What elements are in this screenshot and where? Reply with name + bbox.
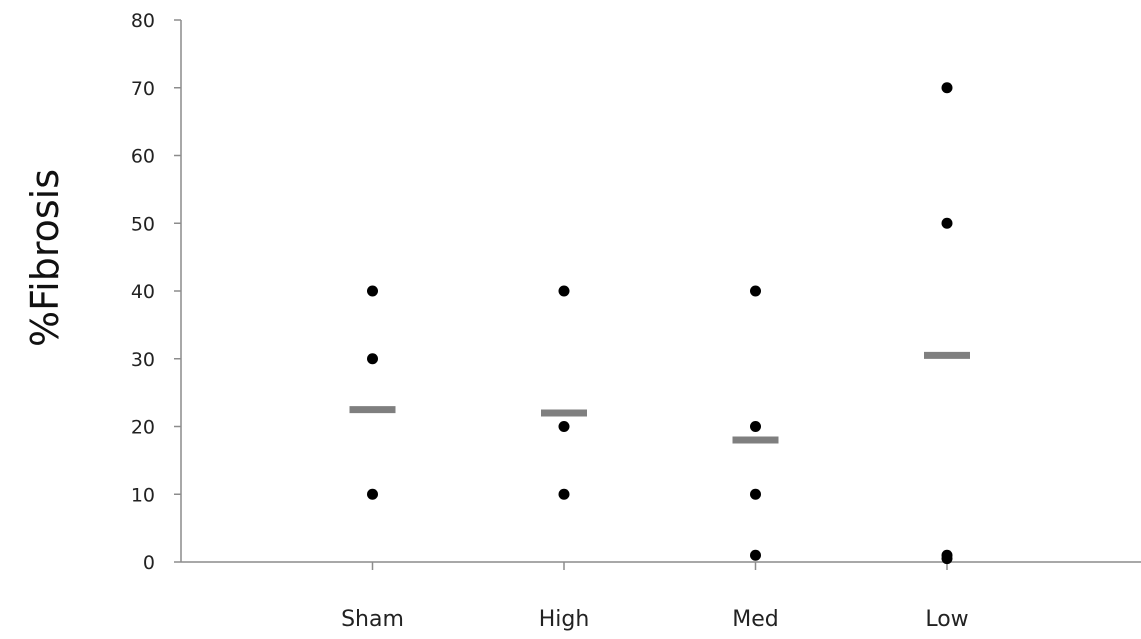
data-point-sham (367, 353, 378, 365)
x-ticks: Sham High Med Low (341, 562, 969, 632)
x-tick-label: Med (732, 607, 778, 632)
mean-markers (349, 351, 970, 444)
y-tick-label: 10 (131, 484, 155, 506)
y-tick-label: 20 (131, 417, 155, 439)
y-tick-label: 80 (131, 10, 155, 32)
y-axis-label: %Fibrosis (23, 169, 67, 347)
data-point-sham (367, 285, 378, 297)
y-tick-label: 70 (131, 78, 155, 100)
data-point-sham (367, 488, 378, 500)
data-point-med (750, 549, 761, 561)
y-tick-label: 40 (131, 281, 155, 303)
data-points (367, 82, 953, 565)
y-ticks: 0 10 20 30 40 50 60 70 80 (131, 10, 181, 574)
y-tick-label: 60 (131, 146, 155, 168)
x-tick-label: Sham (341, 607, 404, 632)
y-tick-label: 50 (131, 213, 155, 235)
data-point-med (750, 488, 761, 500)
x-tick-label: High (539, 607, 590, 632)
x-tick-label: Low (925, 607, 968, 632)
data-point-low (941, 553, 953, 565)
data-point-low (941, 82, 953, 94)
data-point-high (558, 488, 570, 500)
data-point-med (750, 421, 761, 432)
data-point-high (558, 421, 570, 432)
data-point-high (558, 285, 570, 297)
y-tick-label: 30 (131, 349, 155, 371)
data-point-low (941, 217, 953, 229)
data-point-med (750, 285, 761, 297)
y-tick-label: 0 (143, 552, 155, 574)
